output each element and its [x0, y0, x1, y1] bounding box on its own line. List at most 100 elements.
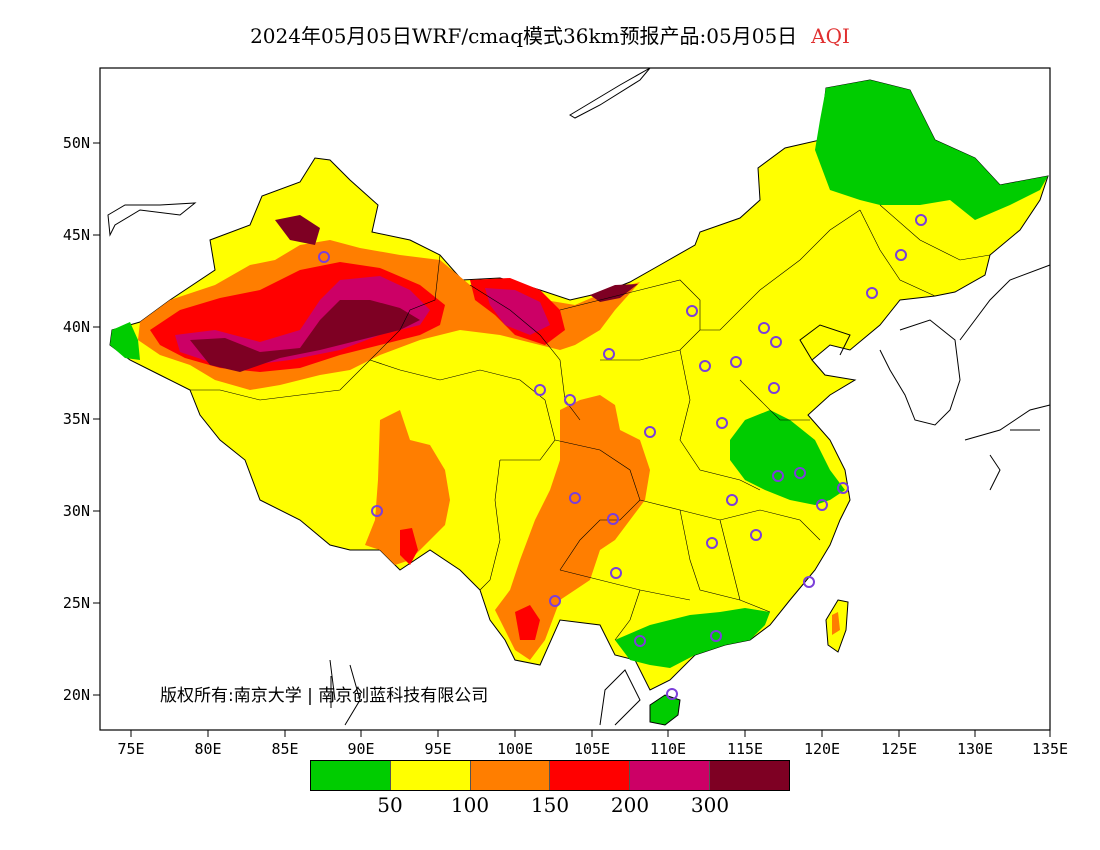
colorbar-label-150: 150 — [530, 793, 570, 817]
lat-label-45n: 45N — [62, 226, 90, 244]
station-marker — [610, 567, 622, 579]
lon-label-105e: 105E — [573, 740, 611, 758]
region-red-yunnan — [515, 605, 540, 640]
station-marker — [866, 287, 878, 299]
station-marker — [770, 336, 782, 348]
map-title: 2024年05月05日WRF/cmaq模式36km预报产品:05月05日 AQI — [0, 20, 1100, 49]
station-marker — [686, 305, 698, 317]
coastlines — [107, 67, 1051, 726]
station-marker — [915, 214, 927, 226]
colorbar-label-200: 200 — [610, 793, 650, 817]
lat-label-40n: 40N — [62, 318, 90, 336]
lon-label-120e: 120E — [803, 740, 841, 758]
station-marker — [644, 426, 656, 438]
station-marker — [837, 482, 849, 494]
lon-label-115e: 115E — [726, 740, 764, 758]
coast-korea — [879, 319, 961, 426]
colorbar-swatch-maroon — [710, 761, 789, 790]
border-east — [719, 379, 810, 601]
region-red-tibet — [400, 528, 418, 565]
lon-label-80e: 80E — [194, 740, 222, 758]
station-marker — [710, 630, 722, 642]
colorbar-label-100: 100 — [450, 793, 490, 817]
lon-label-135e: 135E — [1031, 740, 1069, 758]
region-maroon-northwest — [190, 300, 420, 372]
station-marker — [716, 417, 728, 429]
border-central-n — [600, 329, 761, 491]
lat-label-30n: 30N — [62, 502, 90, 520]
province-borders — [190, 204, 991, 641]
station-marker — [758, 322, 770, 334]
station-marker — [699, 360, 711, 372]
station-marker — [371, 505, 383, 517]
region-green-northeast — [815, 80, 1048, 220]
station-marker — [634, 635, 646, 647]
region-green-south — [615, 608, 770, 668]
region-green-hainan — [649, 694, 681, 726]
colorbar-swatch-magenta — [630, 761, 711, 790]
station-marker — [666, 688, 678, 700]
station-marker — [794, 467, 806, 479]
lon-label-130e: 130E — [956, 740, 994, 758]
lon-label-110e: 110E — [649, 740, 687, 758]
border-tibet-qinghai — [369, 359, 556, 461]
coast-indochina — [329, 659, 641, 726]
lon-label-90e: 90E — [347, 740, 375, 758]
colorbar-swatch-yellow — [390, 761, 471, 790]
station-markers — [318, 214, 927, 700]
coast-balkhash — [107, 202, 197, 237]
station-marker — [750, 529, 762, 541]
region-taiwan-orange — [832, 612, 840, 635]
colorbar-label-50: 50 — [377, 793, 403, 817]
title-main: 2024年05月05日WRF/cmaq模式36km预报产品:05月05日 — [250, 24, 798, 48]
plot-frame — [99, 67, 1051, 731]
station-marker — [772, 470, 784, 482]
coast-bohai — [799, 324, 851, 361]
lat-label-25n: 25N — [62, 594, 90, 612]
station-marker — [706, 537, 718, 549]
border-tibet-sichuan — [479, 459, 501, 591]
station-marker — [534, 384, 546, 396]
border-gansu — [469, 284, 581, 421]
aqi-colorbar — [310, 760, 790, 791]
region-yellow-china — [109, 79, 1049, 691]
lon-label-125e: 125E — [880, 740, 918, 758]
lat-label-35n: 35N — [62, 410, 90, 428]
region-magenta-hexi — [485, 288, 550, 335]
station-marker — [768, 382, 780, 394]
colorbar-swatch-red — [550, 761, 631, 790]
station-marker — [318, 251, 330, 263]
copyright-text: 版权所有:南京大学 | 南京创蓝科技有限公司 — [160, 686, 489, 706]
region-orange-central — [495, 395, 650, 660]
station-marker — [803, 576, 815, 588]
station-marker — [816, 499, 828, 511]
lon-label-95e: 95E — [424, 740, 452, 758]
station-marker — [569, 492, 581, 504]
lat-label-50n: 50N — [62, 134, 90, 152]
region-maroon-innermongolia — [590, 284, 638, 302]
colorbar-swatch-green — [311, 761, 391, 790]
border-xinjiang — [190, 254, 441, 401]
axis-ticks — [93, 142, 1051, 737]
aqi-fields — [109, 79, 1049, 726]
station-marker — [730, 356, 742, 368]
station-marker — [607, 513, 619, 525]
border-central-s — [639, 499, 821, 613]
region-orange-tibet — [365, 410, 450, 565]
coast-baikal — [569, 67, 651, 119]
lat-label-20n: 20N — [62, 686, 90, 704]
title-variable: AQI — [811, 24, 850, 48]
border-northeast — [859, 204, 991, 297]
region-maroon-north — [275, 215, 320, 245]
station-marker — [549, 595, 561, 607]
region-green-west — [110, 322, 140, 360]
station-marker — [726, 494, 738, 506]
border-sichuan-east — [554, 439, 641, 571]
station-marker — [895, 249, 907, 261]
lon-label-85e: 85E — [271, 740, 299, 758]
region-green-east — [730, 410, 845, 505]
lon-label-75e: 75E — [117, 740, 145, 758]
border-south — [559, 569, 691, 641]
lon-label-100e: 100E — [496, 740, 534, 758]
